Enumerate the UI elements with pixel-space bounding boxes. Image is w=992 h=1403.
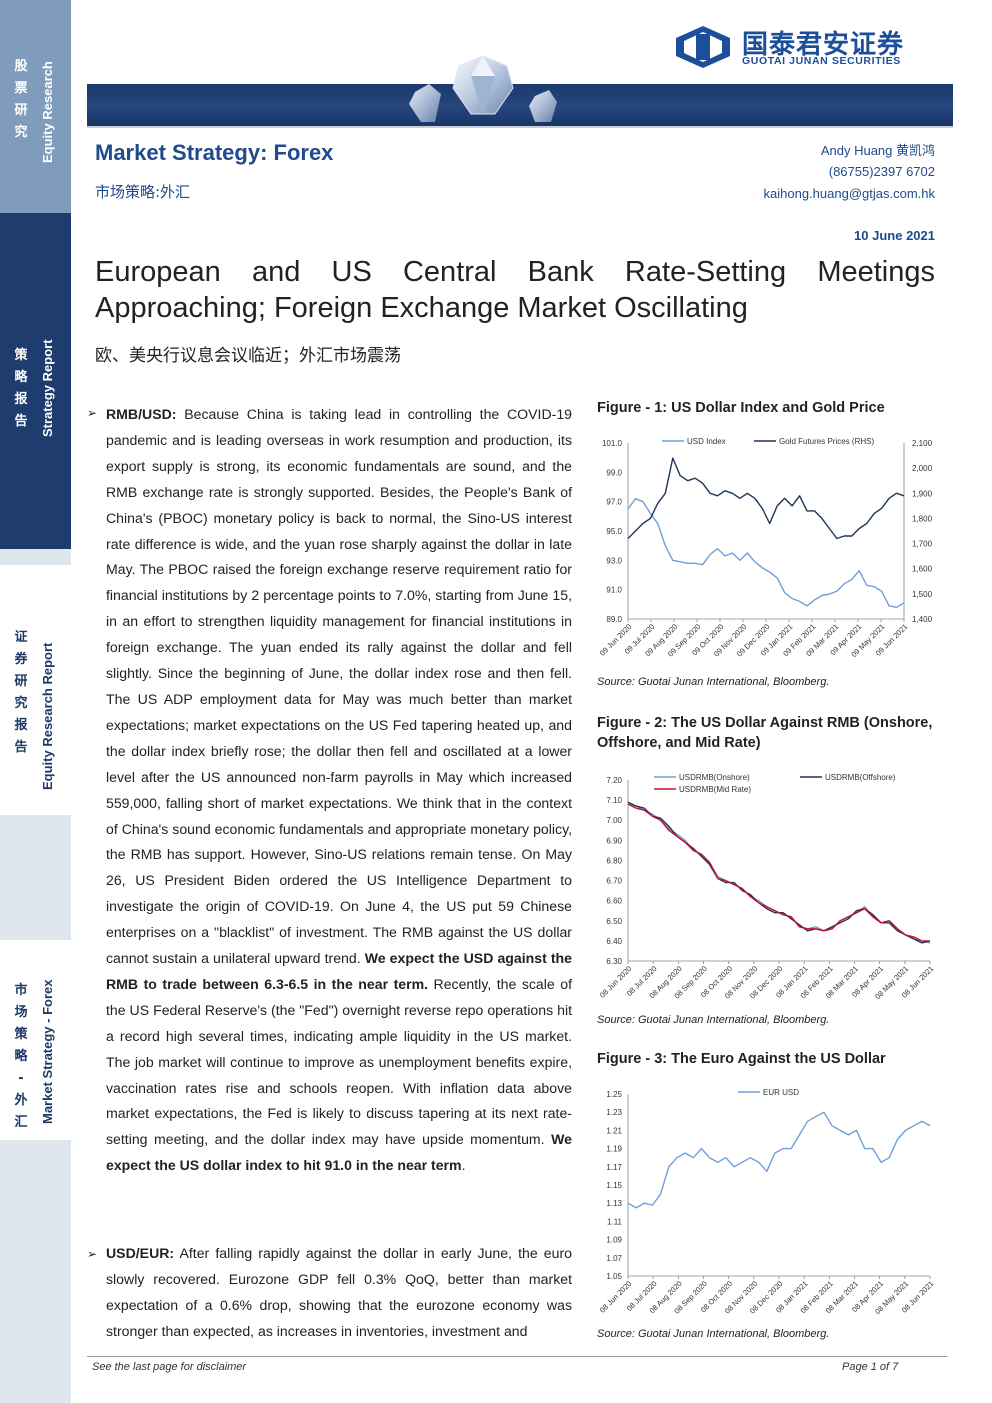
y-tick-label: 6.90	[606, 836, 622, 845]
sidebar-cn-label: 策略报告	[14, 348, 28, 429]
y-tick-label: 1.25	[606, 1090, 622, 1099]
paragraph-text: Because China is taking lead in controll…	[106, 406, 572, 967]
y-tick-label: 1.21	[606, 1126, 622, 1135]
sidebar-block-market-strategy-forex: 市场策略-外汇 Market Strategy - Forex	[0, 940, 71, 1140]
paragraph-text: After falling rapidly against the dollar…	[106, 1245, 572, 1339]
sidebar-cn-label: 股票研究	[14, 59, 28, 140]
legend-label: Gold Futures Prices (RHS)	[779, 437, 874, 446]
sidebar-en-label: Strategy Report	[40, 339, 55, 437]
paragraph-lead: RMB/USD:	[106, 406, 177, 422]
legend-label: USDRMB(Onshore)	[679, 773, 750, 782]
y-tick-label: 7.00	[606, 816, 622, 825]
analyst-email-link[interactable]: kaihong.huang@gtjas.com.hk	[763, 186, 935, 201]
y-tick-label: 101.0	[602, 439, 623, 448]
header-banner-rule	[87, 126, 953, 128]
y-tick-label-right: 1,800	[912, 514, 933, 523]
paragraph-text: Recently, the scale of the US Federal Re…	[106, 975, 572, 1148]
footer-page-number: Page 1 of 7	[842, 1361, 899, 1373]
y-tick-label: 1.05	[606, 1272, 622, 1281]
company-logo: 国泰君安证券 GUOTAI JUNAN SECURITIES	[672, 22, 952, 72]
y-tick-label-right: 1,600	[912, 565, 933, 574]
sidebar-cn-label: 市场策略-外汇	[14, 983, 28, 1130]
y-tick-label-right: 1,900	[912, 489, 933, 498]
y-tick-label: 7.20	[606, 776, 622, 785]
sidebar-en-label: Equity Research	[40, 61, 55, 163]
legend-label: USDRMB(Offshore)	[825, 773, 896, 782]
series-line-2	[627, 457, 905, 540]
series-line-1	[627, 497, 905, 609]
figure-1-source: Source: Guotai Junan International, Bloo…	[597, 676, 830, 688]
header-banner	[87, 84, 953, 126]
figure-2-title: Figure - 2: The US Dollar Against RMB (O…	[597, 715, 933, 751]
y-tick-label: 1.09	[606, 1236, 622, 1245]
y-tick-label: 6.30	[606, 957, 622, 966]
y-tick-label: 89.0	[606, 615, 622, 624]
y-tick-label-right: 1,500	[912, 590, 933, 599]
y-tick-label: 6.40	[606, 937, 622, 946]
figure-3-title: Figure - 3: The Euro Against the US Doll…	[597, 1051, 886, 1067]
paragraph-text: .	[461, 1157, 466, 1174]
y-tick-label: 6.50	[606, 917, 622, 926]
sidebar-block-strategy-report: 策略报告 Strategy Report	[0, 213, 71, 549]
logo-en-text: GUOTAI JUNAN SECURITIES	[742, 55, 901, 67]
y-tick-label-right: 1,700	[912, 540, 933, 549]
logo-emblem-icon	[676, 26, 730, 68]
y-tick-label: 1.15	[606, 1181, 622, 1190]
sidebar-cn-label: 证券研究报告	[14, 630, 28, 755]
paragraph-emphasis: We expect the USD against the RMB to tra…	[106, 950, 573, 992]
y-tick-label: 99.0	[606, 468, 622, 477]
y-tick-label: 1.23	[606, 1108, 622, 1117]
sidebar-block-equity-research: 股票研究 Equity Research	[0, 0, 71, 213]
legend-label: USDRMB(Mid Rate)	[679, 785, 751, 794]
diamond-graphic-icon	[409, 55, 557, 122]
y-tick-label: 97.0	[606, 498, 622, 507]
logo-cn-text: 国泰君安证券	[742, 30, 905, 60]
series-line-3	[627, 803, 930, 942]
report-section-title-cn: 市场策略:外汇	[95, 183, 191, 201]
footer-disclaimer-link[interactable]: See the last page for disclaimer	[92, 1361, 247, 1373]
paragraph-lead: USD/EUR:	[106, 1245, 175, 1261]
paragraph-emphasis: We expect the US dollar index to hit 91.…	[106, 1131, 572, 1174]
y-tick-label: 95.0	[606, 527, 622, 536]
y-tick-label: 6.80	[606, 856, 622, 865]
footer-rule	[87, 1356, 947, 1357]
report-section-title: Market Strategy: Forex	[95, 140, 334, 165]
sidebar-en-label: Market Strategy - Forex	[40, 979, 55, 1125]
y-tick-label-right: 2,100	[912, 439, 933, 448]
figure-2-source: Source: Guotai Junan International, Bloo…	[597, 1014, 830, 1026]
y-tick-label: 1.19	[606, 1145, 622, 1154]
figure-1-chart: 101.0 99.0 97.0 95.0 93.0 91.0 89.0 2,100 2,000 1…	[598, 437, 933, 659]
sidebar-block-equity-research-report: 证券研究报告 Equity Research Report	[0, 565, 71, 815]
y-tick-label: 7.10	[606, 796, 622, 805]
sidebar: 股票研究 Equity Research 策略报告 Strategy Repor…	[0, 0, 71, 1403]
y-tick-label: 1.07	[606, 1254, 622, 1263]
figure-3-source: Source: Guotai Junan International, Bloo…	[597, 1328, 830, 1340]
figure-1-title: Figure - 1: US Dollar Index and Gold Pri…	[597, 400, 885, 416]
analyst-phone: (86755)2397 6702	[828, 164, 935, 179]
y-tick-label: 6.70	[606, 877, 622, 886]
report-headline: European and US Central Bank Rate-Settin…	[95, 256, 935, 324]
y-tick-label: 91.0	[606, 586, 622, 595]
analyst-name: Andy Huang 黄凯鸿	[820, 143, 935, 158]
sidebar-en-label: Equity Research Report	[40, 642, 55, 790]
report-date: 10 June 2021	[854, 228, 935, 243]
bullet-icon: ➢	[87, 406, 98, 420]
series-line-1	[627, 1111, 931, 1209]
y-tick-label: 1.17	[606, 1163, 622, 1172]
paragraph-rmb-usd: RMB/USD: Because China is taking lead in…	[106, 402, 572, 1179]
paragraph-usd-eur: USD/EUR: After falling rapidly against t…	[106, 1241, 572, 1345]
legend-label: EUR USD	[763, 1088, 799, 1097]
y-tick-label: 1.13	[606, 1199, 622, 1208]
y-tick-label: 93.0	[606, 556, 622, 565]
y-tick-label: 6.60	[606, 897, 622, 906]
report-headline-cn: 欧、美央行议息会议临近；外汇市场震荡	[95, 346, 401, 366]
bullet-icon: ➢	[87, 1247, 98, 1261]
y-tick-label: 1.11	[607, 1217, 623, 1226]
y-tick-label-right: 2,000	[912, 464, 933, 473]
y-tick-label-right: 1,400	[912, 615, 933, 624]
figure-3-chart: 1.25 1.23 1.21 1.19 1.17 1.15 1.13 1.11 1.09 1.07…	[598, 1088, 936, 1316]
legend-label: USD Index	[687, 437, 726, 446]
figure-2-chart: 7.20 7.10 7.00 6.90 6.80 6.70 6.60 6.50 6.40 6.30…	[598, 773, 936, 1001]
